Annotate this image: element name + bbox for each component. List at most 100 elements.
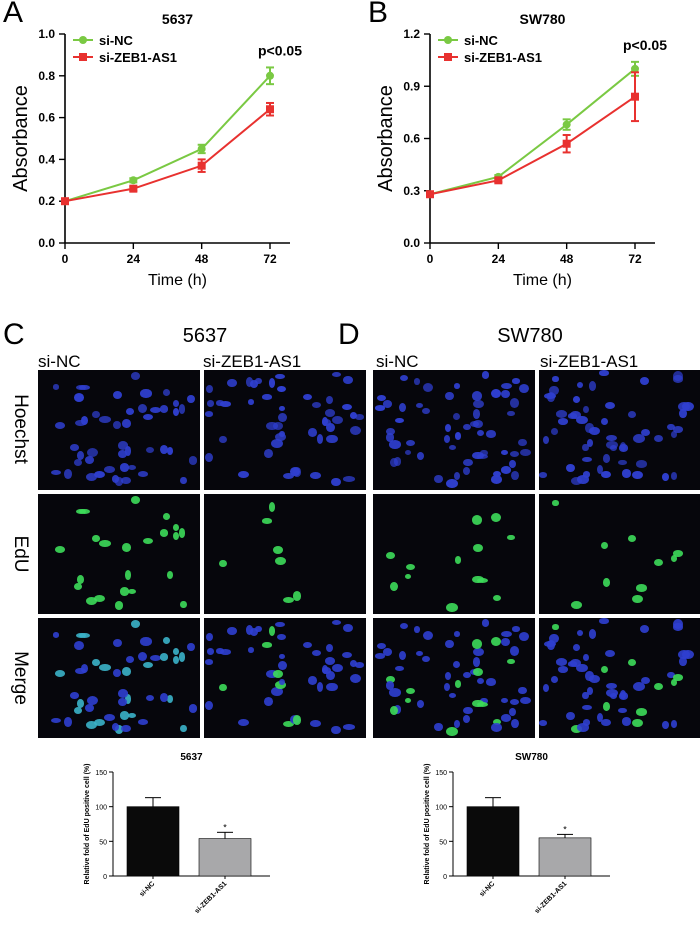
bar-si-nc: [466, 806, 520, 877]
nucleus: [85, 472, 98, 481]
nucleus: [493, 719, 502, 726]
nucleus: [618, 708, 627, 714]
data-point: [494, 176, 503, 185]
nucleus: [485, 677, 497, 686]
nucleus: [582, 456, 593, 463]
nucleus: [113, 668, 122, 678]
y-tick-label: 0: [443, 874, 447, 881]
nucleus: [597, 464, 604, 475]
nucleus: [472, 699, 484, 708]
nucleus: [376, 642, 386, 649]
nucleus: [640, 428, 650, 436]
nucleus: [283, 473, 295, 480]
x-tick-label: 48: [195, 252, 209, 266]
nucleus: [509, 397, 519, 408]
nucleus: [500, 450, 508, 456]
nucleus: [145, 447, 155, 454]
nucleus: [127, 712, 136, 718]
nucleus: [500, 630, 513, 637]
nucleus: [219, 683, 227, 692]
nucleus: [268, 378, 276, 388]
nucleus: [130, 619, 141, 628]
nucleus: [118, 441, 129, 450]
nucleus: [303, 641, 313, 648]
nucleus: [92, 535, 100, 543]
nucleus: [627, 534, 637, 543]
nucleus: [547, 392, 556, 402]
nucleus: [220, 401, 232, 407]
nucleus: [73, 392, 85, 403]
nucleus: [172, 647, 179, 655]
nucleus: [283, 597, 295, 604]
nucleus: [480, 449, 488, 457]
nucleus: [310, 472, 321, 479]
data-point: [129, 176, 138, 185]
nucleus: [187, 394, 195, 403]
nucleus: [670, 719, 678, 728]
bar-si-zeb1-as1: [198, 838, 252, 877]
nucleus: [463, 671, 472, 678]
nucleus: [143, 537, 154, 545]
nucleus: [227, 379, 237, 388]
legend-label: si-NC: [464, 33, 499, 48]
nucleus: [120, 724, 131, 733]
nucleus: [124, 446, 132, 456]
nucleus: [520, 448, 532, 456]
significance-annotation: p<0.05: [258, 42, 302, 58]
series-line-si-zeb1-as1: [64, 108, 271, 203]
nucleus: [54, 421, 66, 429]
condition-label-right-sinc: si-NC: [376, 352, 419, 371]
nucleus: [445, 672, 452, 680]
nucleus: [452, 412, 460, 420]
nucleus: [609, 693, 617, 699]
nucleus: [481, 619, 490, 627]
data-point: [266, 71, 274, 80]
legend-marker: [79, 53, 87, 61]
nucleus: [187, 642, 195, 651]
nucleus: [310, 720, 321, 727]
nucleus: [206, 632, 214, 642]
nucleus: [324, 657, 335, 665]
nucleus: [621, 469, 632, 478]
microscopy-title-sw780: SW780: [497, 325, 563, 347]
nucleus: [493, 595, 502, 602]
nucleus: [582, 719, 591, 726]
nucleus: [672, 674, 684, 681]
nucleus: [93, 595, 106, 603]
nucleus: [265, 669, 278, 679]
nucleus: [74, 667, 86, 675]
nucleus: [399, 403, 406, 413]
legend-marker: [79, 36, 87, 44]
nucleus: [606, 682, 617, 690]
nucleus: [635, 708, 648, 716]
nucleus: [389, 440, 401, 450]
nucleus: [399, 622, 409, 630]
nucleus: [137, 719, 148, 725]
nucleus: [85, 720, 98, 729]
condition-label-left-sinc: si-NC: [38, 352, 81, 371]
nucleus: [453, 719, 460, 729]
nucleus: [662, 721, 669, 729]
nucleus: [50, 470, 62, 476]
nucleus: [421, 655, 431, 663]
nucleus: [385, 681, 395, 690]
chart-title: SW780: [520, 11, 566, 27]
nucleus: [569, 411, 581, 419]
nucleus: [417, 700, 425, 709]
nucleus: [390, 705, 398, 715]
nucleus: [463, 423, 472, 430]
nucleus: [490, 723, 502, 732]
series-line-si-nc: [429, 68, 636, 196]
x-tick-label: 0: [427, 252, 434, 266]
nucleus: [268, 626, 276, 636]
nucleus: [404, 574, 411, 580]
nucleus: [448, 692, 457, 699]
nucleus: [520, 696, 532, 704]
significance-star: *: [563, 824, 567, 834]
nucleus: [509, 707, 517, 717]
nucleus: [632, 718, 643, 728]
nucleus: [354, 662, 364, 668]
nucleus: [472, 667, 484, 676]
nucleus: [621, 717, 632, 726]
